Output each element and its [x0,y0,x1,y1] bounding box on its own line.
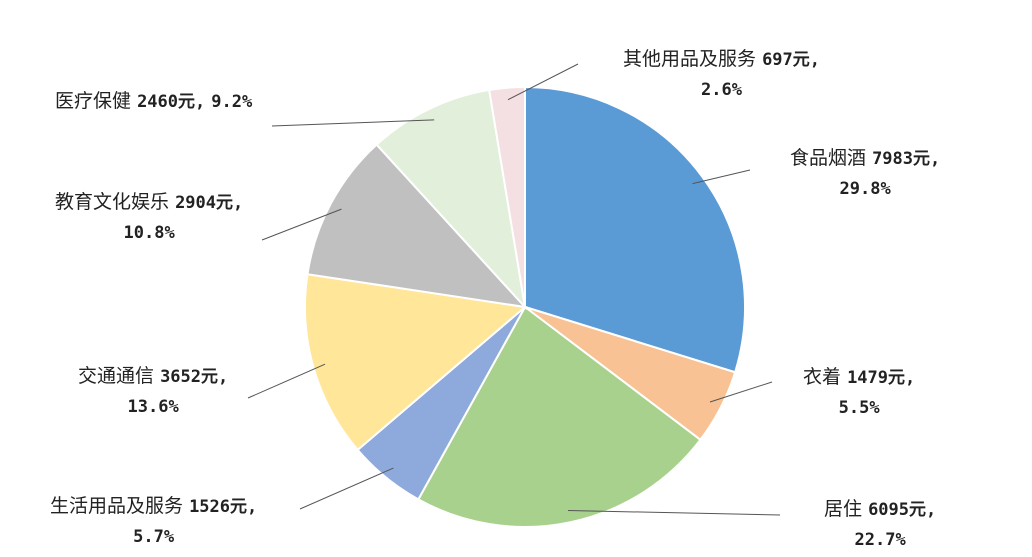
pie-slice-other [488,85,526,308]
label-education-amount: 2904元, [175,193,244,213]
label-medical-name: 医疗保健 [55,90,132,112]
label-clothing: 衣着 1479元, 5.5% [803,362,915,423]
label-household: 生活用品及服务 1526元, 5.7% [50,491,257,552]
label-food: 食品烟酒 7983元, 29.8% [790,143,940,204]
leader-line-household [299,467,394,510]
label-household-percent: 5.7% [133,527,175,547]
label-housing-amount: 6095元, [868,500,937,520]
label-education: 教育文化娱乐 2904元, 10.8% [55,187,243,248]
label-transport-amount: 3652元, [160,367,229,387]
label-clothing-name: 衣着 [803,366,842,388]
label-other: 其他用品及服务 697元, 2.6% [623,44,820,105]
label-education-name: 教育文化娱乐 [55,191,170,213]
label-transport: 交通通信 3652元, 13.6% [78,361,228,422]
leader-line-food [692,169,751,185]
label-food-percent: 29.8% [839,179,891,199]
label-other-name: 其他用品及服务 [623,48,757,70]
leader-line-transport [247,363,326,399]
label-household-name: 生活用品及服务 [50,495,184,517]
label-food-amount: 7983元, [872,149,941,169]
label-household-amount: 1526元, [189,497,258,517]
pie-slice-education [306,143,528,309]
label-housing-name: 居住 [824,498,863,520]
leader-lines [247,63,781,516]
pie-slice-medical [375,88,527,311]
leader-line-other [507,63,579,101]
label-education-percent: 10.8% [123,223,175,243]
pie-slice-food [524,85,746,374]
label-clothing-percent: 5.5% [838,398,880,418]
label-housing-percent: 22.7% [854,530,906,550]
label-transport-percent: 13.6% [127,397,179,417]
label-medical-amount: 2460元, [137,92,206,112]
label-housing: 居住 6095元, 22.7% [824,494,936,555]
label-medical-percent: 9.2% [211,92,253,112]
label-other-percent: 2.6% [701,80,742,100]
label-clothing-amount: 1479元, [847,368,916,388]
label-transport-name: 交通通信 [78,365,155,387]
leader-line-education [261,208,342,241]
pie-slice-transport [304,273,528,452]
leader-line-housing [568,510,781,516]
label-other-amount: 697元, [762,50,821,70]
pie-slice-housing [416,305,702,528]
leader-line-medical [271,119,435,127]
pie-slices [304,85,746,528]
label-food-name: 食品烟酒 [790,147,867,169]
label-medical: 医疗保健 2460元, 9.2% [55,86,252,117]
leader-line-clothing [709,381,773,403]
